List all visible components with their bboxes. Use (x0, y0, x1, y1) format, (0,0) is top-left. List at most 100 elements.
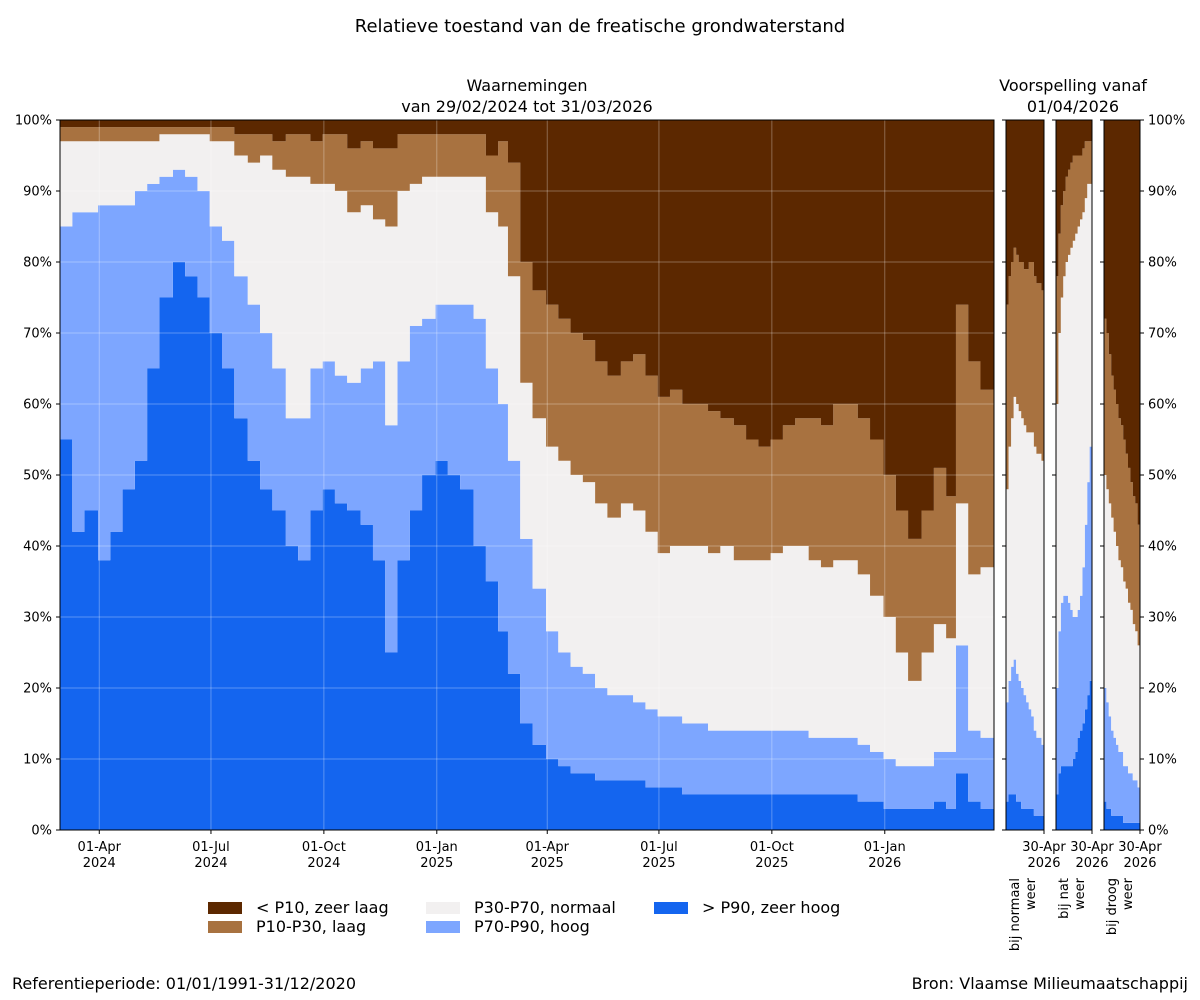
forecast-area-p30-p70-normaal (1056, 176, 1092, 689)
x-tick-label: 01-Jul (192, 840, 230, 855)
right-y-tick-label: 60% (1148, 398, 1177, 413)
forecast-area-p10-zeer-laag (1104, 120, 1140, 525)
forecast-area-p70-p90-hoog (1056, 432, 1092, 795)
x-tick-label-year: 2025 (531, 856, 564, 871)
y-tick-label: 90% (23, 185, 52, 200)
right-y-tick-label: 30% (1148, 611, 1177, 626)
right-y-tick-label: 40% (1148, 540, 1177, 555)
y-tick-label: 0% (31, 824, 52, 839)
forecast-scenario-label: bij droogweer (1105, 877, 1136, 935)
forecast-x-tick-label-year: 2026 (1123, 856, 1156, 871)
observations-title-line-2: van 29/02/2024 tot 31/03/2026 (401, 97, 653, 116)
forecast-panel-title: Voorspelling vanaf 01/04/2026 (980, 75, 1166, 117)
source-credit: Bron: Vlaamse Milieumaatschappij (911, 974, 1188, 993)
observations-area-p30-p70-normaal (60, 134, 994, 767)
forecast-area-p10-p30-laag (1006, 247, 1044, 490)
forecast-area-p10-zeer-laag (1056, 120, 1092, 277)
legend-label-normaal: P30-P70, normaal (474, 898, 616, 917)
forecast-x-tick-label: 30-Apr (1070, 840, 1114, 855)
forecast-scenario-label-line: bij droog (1105, 878, 1120, 935)
observations-area-p70-p90-hoog (60, 169, 994, 809)
legend-item-normaal: P30-P70, normaal (426, 899, 616, 917)
forecast-scenario-label-line: bij nat (1057, 878, 1072, 919)
legend-swatch-zeer-laag (208, 902, 242, 914)
forecast-scenario-label-line: weer (1073, 877, 1088, 910)
x-tick-label: 01-Apr (78, 840, 122, 855)
y-tick-label: 100% (15, 114, 52, 129)
y-tick-label: 50% (23, 469, 52, 484)
x-tick-label: 01-Oct (750, 840, 794, 855)
observations-area-p10-p30-laag (60, 127, 994, 681)
forecast-area-p10-zeer-laag (1006, 120, 1044, 305)
x-tick-label: 01-Apr (526, 840, 570, 855)
forecast-x-tick-label-year: 2026 (1075, 856, 1108, 871)
right-y-tick-label: 90% (1148, 185, 1177, 200)
y-tick-label: 30% (23, 611, 52, 626)
x-tick-label: 01-Oct (302, 840, 346, 855)
right-y-tick-label: 10% (1148, 753, 1177, 768)
x-tick-label-year: 2024 (83, 856, 116, 871)
right-y-tick-label: 80% (1148, 256, 1177, 271)
observations-area-p10-zeer-laag (60, 120, 994, 539)
y-tick-label: 10% (23, 753, 52, 768)
y-tick-label: 80% (23, 256, 52, 271)
observations-panel-title: Waarnemingen van 29/02/2024 tot 31/03/20… (60, 75, 994, 117)
forecast-area-p30-p70-normaal (1006, 396, 1044, 752)
right-y-tick-label: 20% (1148, 682, 1177, 697)
x-tick-label-year: 2024 (307, 856, 340, 871)
legend-item-hoog: P70-P90, hoog (426, 918, 590, 936)
x-tick-label: 01-Jan (416, 840, 458, 855)
forecast-area-p70-p90-hoog (1104, 688, 1140, 823)
forecast-scenario-label: bij natweer (1057, 877, 1088, 919)
y-tick-label: 20% (23, 682, 52, 697)
legend-swatch-laag (208, 921, 242, 933)
x-tick-label-year: 2025 (642, 856, 675, 871)
forecast-area-p10-p30-laag (1056, 141, 1092, 405)
forecast-x-tick-label-year: 2026 (1027, 856, 1060, 871)
forecast-scenario-label-line: weer (1121, 877, 1136, 910)
y-tick-label: 60% (23, 398, 52, 413)
legend-swatch-zeer-hoog (654, 902, 688, 914)
forecast-area-p90-zeer-hoog (1056, 659, 1092, 830)
forecast-scenario-label: bij normaalweer (1008, 877, 1039, 951)
x-tick-label: 01-Jul (640, 840, 678, 855)
legend-item-zeer-laag: < P10, zeer laag (208, 899, 389, 917)
x-tick-label-year: 2026 (868, 856, 901, 871)
forecast-area-p90-zeer-hoog (1006, 794, 1044, 830)
legend-label-laag: P10-P30, laag (256, 917, 367, 936)
x-tick-label-year: 2025 (420, 856, 453, 871)
chart-title: Relatieve toestand van de freatische gro… (354, 16, 846, 37)
right-y-tick-label: 0% (1148, 824, 1169, 839)
legend-item-laag: P10-P30, laag (208, 918, 366, 936)
forecast-area-p10-p30-laag (1104, 318, 1140, 646)
right-y-tick-label: 70% (1148, 327, 1177, 342)
y-tick-label: 40% (23, 540, 52, 555)
x-tick-label-year: 2025 (755, 856, 788, 871)
legend-label-hoog: P70-P90, hoog (474, 917, 590, 936)
legend: < P10, zeer laag P10-P30, laag P30-P70, … (208, 899, 908, 939)
right-y-tick-label: 100% (1148, 114, 1185, 129)
observations-panel: 0%10%20%30%40%50%60%70%80%90%100%01-Apr2… (15, 114, 995, 871)
forecast-area-p70-p90-hoog (1006, 659, 1044, 823)
observations-title-line-1: Waarnemingen (466, 76, 588, 95)
legend-swatch-hoog (426, 921, 460, 933)
reference-period: Referentieperiode: 01/01/1991-31/12/2020 (12, 974, 356, 993)
forecast-title-line-2: 01/04/2026 (1026, 97, 1120, 116)
forecast-x-tick-label: 30-Apr (1022, 840, 1066, 855)
legend-item-zeer-hoog: > P90, zeer hoog (654, 899, 840, 917)
forecast-scenario-label-line: weer (1024, 877, 1039, 910)
observations-area-p90-zeer-hoog (60, 262, 994, 830)
legend-swatch-normaal (426, 902, 460, 914)
x-tick-label-year: 2024 (194, 856, 227, 871)
forecast-scenario-label-line: bij normaal (1008, 878, 1023, 951)
right-y-tick-label: 50% (1148, 469, 1177, 484)
x-tick-label: 01-Jan (864, 840, 906, 855)
forecast-x-tick-label: 30-Apr (1118, 840, 1162, 855)
legend-label-zeer-laag: < P10, zeer laag (256, 898, 389, 917)
y-tick-label: 70% (23, 327, 52, 342)
legend-label-zeer-hoog: > P90, zeer hoog (702, 898, 841, 917)
